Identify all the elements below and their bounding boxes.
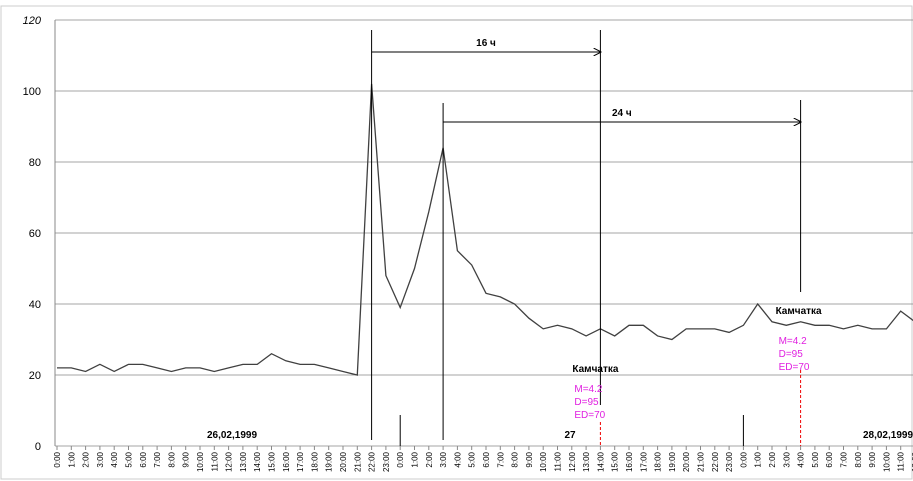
date-label: 26,02,1999 <box>207 430 257 441</box>
y-tick-label: 0 <box>35 441 41 453</box>
x-tick-label: 1:00 <box>67 451 76 467</box>
x-tick-label: 2:00 <box>82 451 91 467</box>
x-tick-label: 18:00 <box>654 451 663 472</box>
y-tick-label: 100 <box>23 86 41 98</box>
y-tick-label: 80 <box>29 157 41 169</box>
x-tick-label: 3:00 <box>96 451 105 467</box>
x-tick-label: 7:00 <box>840 451 849 467</box>
event-label: ED=70 <box>779 362 810 373</box>
x-tick-label: 19:00 <box>668 451 677 472</box>
interval-label: 24 ч <box>612 108 632 119</box>
x-tick-label: 10:00 <box>882 451 891 472</box>
x-tick-label: 5:00 <box>125 451 134 467</box>
y-tick-label: 60 <box>29 228 41 240</box>
x-tick-label: 7:00 <box>496 451 505 467</box>
x-tick-label: 1:00 <box>754 451 763 467</box>
x-tick-label: 18:00 <box>310 451 319 472</box>
x-tick-label: 4:00 <box>797 451 806 467</box>
frame <box>0 5 913 480</box>
x-tick-label: 16:00 <box>282 451 291 472</box>
x-tick-label: 2:00 <box>768 451 777 467</box>
x-tick-label: 15:00 <box>611 451 620 472</box>
x-tick-label: 9:00 <box>868 451 877 467</box>
date-label: 27 <box>564 430 576 441</box>
x-tick-label: 8:00 <box>167 451 176 467</box>
x-tick-label: 4:00 <box>110 451 119 467</box>
x-tick-label: 5:00 <box>811 451 820 467</box>
y-tick-label: 40 <box>29 299 41 311</box>
x-tick-label: 7:00 <box>153 451 162 467</box>
x-tick-label: 11:00 <box>554 451 563 471</box>
x-tick-label: 23:00 <box>725 451 734 472</box>
x-tick-label: 16:00 <box>625 451 634 472</box>
date-label: 28,02,1999 <box>863 430 913 441</box>
x-tick-label: 23:00 <box>382 451 391 472</box>
place-label: Камчатка <box>572 364 618 375</box>
event-label: M=4.2 <box>574 384 603 395</box>
y-tick-label: 20 <box>29 370 41 382</box>
x-tick-label: 10:00 <box>539 451 548 472</box>
x-tick-label: 20:00 <box>339 451 348 472</box>
x-tick-label: 9:00 <box>182 451 191 467</box>
x-tick-label: 15:00 <box>268 451 277 472</box>
x-tick-label: 12:00 <box>911 451 913 472</box>
x-tick-label: 20:00 <box>682 451 691 472</box>
data-line <box>57 83 913 376</box>
x-tick-label: 12:00 <box>225 451 234 472</box>
x-tick-label: 1:00 <box>411 451 420 467</box>
x-tick-label: 21:00 <box>353 451 362 472</box>
event-label: M=4.2 <box>779 336 808 347</box>
x-tick-label: 17:00 <box>639 451 648 472</box>
event-label: D=95 <box>779 349 804 360</box>
x-tick-label: 12:00 <box>568 451 577 472</box>
x-tick-label: 14:00 <box>253 451 262 472</box>
y-tick-label: 120 <box>23 15 42 27</box>
place-label: Камчатка <box>776 306 822 317</box>
x-tick-label: 6:00 <box>482 451 491 467</box>
x-tick-label: 6:00 <box>825 451 834 467</box>
x-tick-label: 6:00 <box>139 451 148 467</box>
x-tick-label: 21:00 <box>697 451 706 472</box>
x-tick-label: 0:00 <box>396 451 405 467</box>
x-tick-label: 8:00 <box>854 451 863 467</box>
x-tick-label: 22:00 <box>368 451 377 472</box>
x-tick-label: 3:00 <box>782 451 791 467</box>
x-tick-label: 19:00 <box>325 451 334 472</box>
x-tick-label: 9:00 <box>525 451 534 467</box>
x-tick-label: 8:00 <box>511 451 520 467</box>
x-tick-label: 0:00 <box>739 451 748 467</box>
x-tick-label: 0:00 <box>53 451 62 467</box>
interval-label: 16 ч <box>476 38 496 49</box>
x-tick-label: 2:00 <box>425 451 434 467</box>
x-tick-label: 22:00 <box>711 451 720 472</box>
x-tick-label: 11:00 <box>210 451 219 471</box>
x-tick-label: 13:00 <box>239 451 248 472</box>
x-tick-label: 17:00 <box>296 451 305 472</box>
x-tick-label: 4:00 <box>453 451 462 467</box>
x-tick-label: 11:00 <box>897 451 906 471</box>
event-label: ED=70 <box>574 410 605 421</box>
x-tick-label: 14:00 <box>596 451 605 472</box>
x-tick-label: 10:00 <box>196 451 205 472</box>
event-label: D=95 <box>574 397 599 408</box>
x-tick-label: 5:00 <box>468 451 477 467</box>
x-tick-label: 3:00 <box>439 451 448 467</box>
x-tick-label: 13:00 <box>582 451 591 472</box>
